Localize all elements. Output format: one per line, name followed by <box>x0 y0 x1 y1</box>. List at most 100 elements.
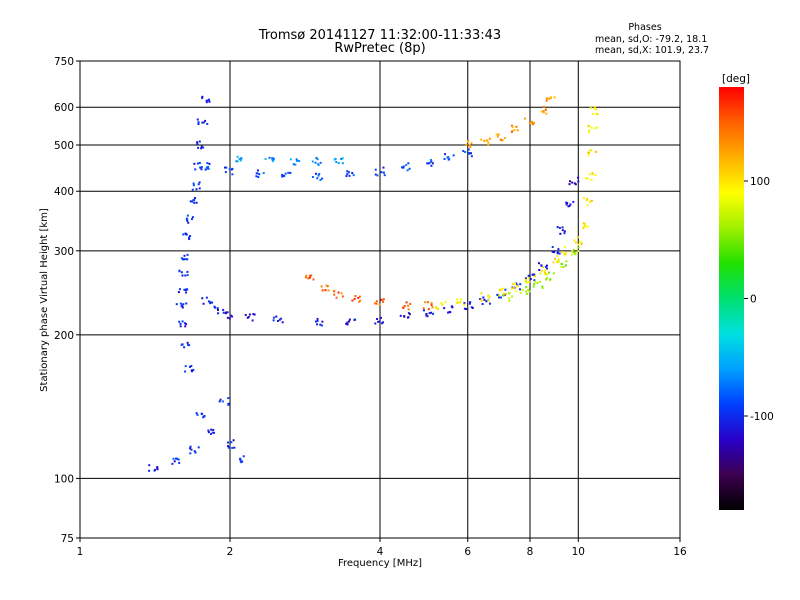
data-point <box>354 318 357 321</box>
data-point <box>383 174 386 177</box>
data-point <box>483 139 486 142</box>
data-point <box>252 313 255 316</box>
x-axis-label: Frequency [MHz] <box>338 558 422 569</box>
data-point <box>207 300 210 303</box>
data-point <box>561 229 564 232</box>
data-point <box>211 301 214 304</box>
phase-info-title: Phases <box>628 22 661 33</box>
data-point <box>545 112 548 115</box>
data-point <box>515 282 518 285</box>
data-point <box>460 298 463 301</box>
data-point <box>426 315 429 318</box>
data-point <box>503 137 506 140</box>
data-point <box>525 286 528 289</box>
data-point <box>467 148 470 151</box>
data-point <box>156 466 159 469</box>
data-point <box>287 171 290 174</box>
data-point <box>316 158 319 161</box>
data-point <box>456 302 459 305</box>
data-point <box>527 277 530 280</box>
data-point <box>582 222 585 225</box>
data-point <box>379 316 382 319</box>
data-point <box>518 288 521 291</box>
data-point <box>480 138 483 141</box>
data-point <box>564 264 567 267</box>
data-point <box>325 284 328 287</box>
data-point <box>422 309 425 312</box>
data-point <box>556 255 559 258</box>
data-point <box>190 218 193 221</box>
data-point <box>227 445 230 448</box>
data-point <box>585 199 588 202</box>
data-point <box>409 302 412 305</box>
data-point <box>204 119 207 122</box>
data-point <box>545 97 548 100</box>
data-point <box>563 230 566 233</box>
data-point <box>188 344 191 347</box>
data-point <box>470 155 473 158</box>
data-point <box>483 298 486 301</box>
data-point <box>189 200 192 203</box>
data-point <box>178 320 181 323</box>
data-point <box>590 199 593 202</box>
data-point <box>574 183 577 186</box>
data-point <box>447 158 450 161</box>
data-point <box>188 236 191 239</box>
data-point <box>590 126 593 129</box>
data-point <box>561 250 564 253</box>
data-point <box>248 313 251 316</box>
data-point <box>200 147 203 150</box>
data-point <box>508 297 511 300</box>
data-point <box>222 311 225 314</box>
data-point <box>226 441 229 444</box>
data-point <box>462 150 465 153</box>
data-point <box>488 137 491 140</box>
data-point <box>557 258 560 261</box>
data-point <box>277 320 280 323</box>
data-point <box>428 312 431 315</box>
data-point <box>594 150 597 153</box>
data-point <box>430 304 433 307</box>
x-tick-label: 6 <box>464 546 471 558</box>
data-point <box>281 175 284 178</box>
data-point <box>181 320 184 323</box>
data-point <box>213 305 216 308</box>
data-point <box>544 269 547 272</box>
data-point <box>487 294 490 297</box>
data-point <box>587 125 590 128</box>
data-point <box>196 142 199 145</box>
data-point <box>199 166 202 169</box>
data-point <box>501 139 504 142</box>
data-point <box>357 296 360 299</box>
data-point <box>311 175 314 178</box>
data-point <box>400 166 403 169</box>
data-point <box>202 121 205 124</box>
data-point <box>353 297 356 300</box>
data-point <box>408 313 411 316</box>
data-point <box>184 258 187 261</box>
data-point <box>469 146 472 149</box>
data-point <box>480 292 483 295</box>
data-point <box>560 263 563 266</box>
data-point <box>184 325 187 328</box>
data-point <box>240 157 243 160</box>
data-point <box>294 163 297 166</box>
data-point <box>558 226 561 229</box>
data-point <box>424 301 427 304</box>
data-point <box>590 178 593 181</box>
x-tick-label: 2 <box>227 546 234 558</box>
data-point <box>502 294 505 297</box>
data-point <box>430 302 433 305</box>
data-point <box>577 180 580 183</box>
data-point <box>239 159 242 162</box>
data-point <box>305 274 308 277</box>
data-point <box>272 316 275 319</box>
data-point <box>178 269 181 272</box>
data-point <box>561 226 564 229</box>
data-point <box>196 413 199 416</box>
data-point <box>345 322 348 325</box>
data-point <box>528 290 531 293</box>
data-point <box>487 299 490 302</box>
data-point <box>572 248 575 251</box>
data-point <box>185 323 188 326</box>
